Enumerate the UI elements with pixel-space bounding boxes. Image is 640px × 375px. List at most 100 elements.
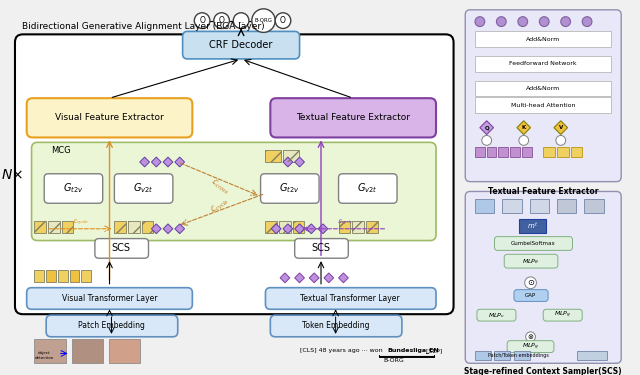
Text: $\mathcal{L}_{cross}$: $\mathcal{L}_{cross}$ (207, 176, 232, 197)
Text: Textual Transformer Layer: Textual Transformer Layer (300, 294, 400, 303)
Bar (46, 270, 56, 282)
Text: SCS: SCS (312, 243, 330, 254)
Text: $\mathcal{L}_{cycle}$: $\mathcal{L}_{cycle}$ (207, 195, 232, 217)
Bar (35, 339, 66, 363)
Text: ⊗: ⊗ (527, 334, 534, 340)
Polygon shape (283, 224, 292, 234)
Bar (584, 200, 604, 213)
Polygon shape (163, 224, 173, 234)
Bar (543, 147, 555, 157)
Bar (81, 270, 91, 282)
FancyBboxPatch shape (260, 174, 319, 203)
Bar (475, 97, 611, 113)
Bar (514, 351, 529, 360)
Bar (62, 221, 74, 233)
FancyBboxPatch shape (182, 32, 300, 59)
Bar (266, 221, 277, 233)
Polygon shape (339, 273, 348, 283)
Text: [SEP]: [SEP] (424, 348, 443, 353)
Text: SCS: SCS (112, 243, 131, 254)
Bar (292, 221, 305, 233)
Bar (366, 221, 378, 233)
Bar (502, 200, 522, 213)
Polygon shape (140, 157, 150, 167)
Text: O: O (280, 16, 286, 25)
Polygon shape (175, 157, 184, 167)
Text: Patch Embedding: Patch Embedding (78, 321, 145, 330)
FancyBboxPatch shape (294, 238, 348, 258)
Circle shape (234, 13, 249, 28)
FancyBboxPatch shape (507, 341, 554, 352)
FancyBboxPatch shape (504, 254, 558, 268)
Text: Multi-head Attention: Multi-head Attention (511, 102, 575, 108)
Text: $\mathcal{L}_{cycle}$: $\mathcal{L}_{cycle}$ (72, 218, 89, 228)
Circle shape (561, 17, 570, 27)
FancyBboxPatch shape (270, 315, 402, 337)
Bar (475, 147, 484, 157)
Text: Add&Norm: Add&Norm (526, 86, 561, 91)
Polygon shape (324, 273, 333, 283)
FancyBboxPatch shape (339, 174, 397, 203)
Bar (570, 147, 582, 157)
Circle shape (525, 277, 536, 289)
Text: ...: ... (237, 16, 244, 25)
Bar (475, 56, 611, 72)
Circle shape (252, 9, 275, 32)
Text: $G_{t2v}$: $G_{t2v}$ (63, 182, 84, 195)
Bar (475, 351, 491, 360)
Bar (339, 221, 350, 233)
Text: Add&Norm: Add&Norm (526, 37, 561, 42)
Text: K: K (522, 125, 526, 130)
Text: B-ORG: B-ORG (384, 358, 404, 363)
Bar (48, 221, 60, 233)
Text: V: V (559, 125, 563, 130)
Text: O: O (199, 16, 205, 25)
Text: Patch/Token embeddings: Patch/Token embeddings (488, 353, 549, 358)
Text: CRF Decoder: CRF Decoder (209, 40, 273, 50)
Polygon shape (152, 224, 161, 234)
Text: Bundesliga_EN: Bundesliga_EN (387, 348, 439, 354)
Text: Feedforward Network: Feedforward Network (509, 62, 577, 66)
Text: $m^t$: $m^t$ (527, 220, 538, 231)
Text: $MLP_\theta$: $MLP_\theta$ (522, 257, 539, 265)
Text: Textual Feature Extractor: Textual Feature Extractor (488, 187, 598, 196)
FancyBboxPatch shape (266, 288, 436, 309)
FancyBboxPatch shape (514, 290, 548, 302)
Text: $\mathcal{L}_{cycle}$: $\mathcal{L}_{cycle}$ (337, 218, 354, 228)
Polygon shape (280, 273, 290, 283)
Text: Textual Feature Extractor: Textual Feature Extractor (296, 113, 410, 122)
Text: Token Embedding: Token Embedding (302, 321, 369, 330)
Polygon shape (175, 224, 184, 234)
Bar (499, 147, 508, 157)
FancyBboxPatch shape (27, 98, 193, 138)
FancyBboxPatch shape (31, 142, 436, 240)
Text: Visual Feature Extractor: Visual Feature Extractor (55, 113, 164, 122)
Bar (35, 270, 44, 282)
Polygon shape (554, 121, 568, 135)
Bar (141, 221, 154, 233)
Bar (70, 270, 79, 282)
Text: $MLP_v$: $MLP_v$ (488, 311, 505, 320)
Circle shape (582, 17, 592, 27)
Circle shape (214, 13, 229, 28)
Polygon shape (307, 224, 316, 234)
Bar (366, 221, 378, 233)
Circle shape (275, 13, 291, 28)
Circle shape (475, 17, 484, 27)
Bar (128, 221, 140, 233)
Bar (266, 150, 281, 162)
Bar (522, 147, 532, 157)
Bar (72, 339, 102, 363)
Bar (529, 200, 549, 213)
Bar (495, 351, 510, 360)
Polygon shape (318, 224, 328, 234)
Text: GumbelSoftmax: GumbelSoftmax (511, 241, 556, 246)
Bar (352, 221, 364, 233)
Polygon shape (517, 121, 531, 135)
FancyBboxPatch shape (95, 238, 148, 258)
Text: B-ORG: B-ORG (255, 18, 273, 23)
Polygon shape (152, 157, 161, 167)
Text: $N$×: $N$× (1, 168, 23, 182)
Bar (486, 147, 497, 157)
Bar (475, 81, 611, 96)
